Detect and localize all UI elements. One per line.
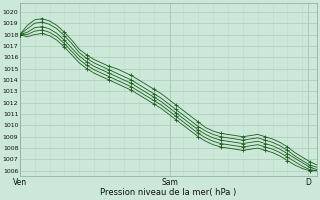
X-axis label: Pression niveau de la mer( hPa ): Pression niveau de la mer( hPa ) bbox=[100, 188, 236, 197]
